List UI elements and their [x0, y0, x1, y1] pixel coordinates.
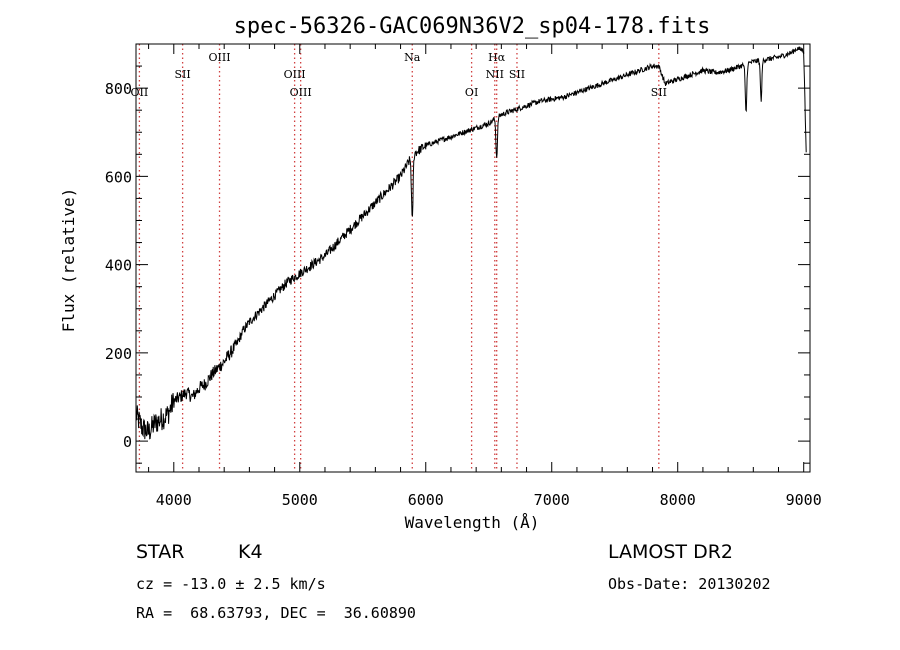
y-tick: 200 — [105, 345, 810, 363]
line-marker-label: SII — [651, 86, 667, 99]
line-marker: SII — [651, 44, 667, 472]
sky-coordinates: RA = 68.63793, DEC = 36.60890 — [136, 604, 416, 622]
y-tick: 800 — [105, 80, 810, 98]
spectrum-line — [135, 46, 807, 440]
x-tick: 5000 — [282, 44, 318, 509]
y-tick-label: 200 — [105, 345, 132, 363]
x-tick: 7000 — [534, 44, 570, 509]
y-tick: 600 — [105, 168, 810, 186]
x-tick-label: 8000 — [660, 491, 696, 509]
line-marker: OI — [465, 44, 478, 472]
chart-title: spec-56326-GAC069N36V2_sp04-178.fits — [234, 14, 711, 39]
x-tick-label: 6000 — [408, 491, 444, 509]
spectral-subclass: K4 — [238, 541, 263, 563]
line-marker-label: Hα — [488, 51, 506, 64]
line-marker-label: OIII — [290, 86, 312, 99]
x-tick-label: 7000 — [534, 491, 570, 509]
line-marker-label: Na — [404, 51, 421, 64]
line-marker-label: OII — [131, 86, 149, 99]
line-marker: OIII — [208, 44, 231, 472]
y-tick-label: 400 — [105, 257, 132, 275]
line-marker-label: OIII — [284, 68, 306, 81]
object-class: STAR — [136, 541, 185, 563]
x-axis-label: Wavelength (Å) — [405, 513, 540, 532]
x-tick-label: 5000 — [282, 491, 318, 509]
line-marker: OII — [131, 44, 149, 472]
x-tick: 4000 — [156, 44, 192, 509]
line-marker-label: NII — [486, 68, 504, 81]
y-tick-label: 600 — [105, 168, 132, 186]
line-marker-label: SII — [509, 68, 525, 81]
axis-ticks: 4000 5000 6000 7000 8000 9000 0 200 400 600 800 — [105, 43, 822, 509]
line-marker: OIII — [284, 44, 306, 472]
y-tick: 0 — [123, 433, 810, 451]
x-tick: 9000 — [786, 44, 822, 509]
line-marker-label: SII — [174, 68, 190, 81]
line-markers: OII SII OIII OIII OIII Na OI Hα NII SII SII — [131, 44, 667, 472]
x-tick: 8000 — [660, 44, 696, 509]
spectrum-chart: spec-56326-GAC069N36V2_sp04-178.fits OII… — [59, 14, 822, 532]
line-marker: SII — [509, 44, 525, 472]
line-marker-label: OIII — [208, 51, 230, 64]
survey-name: LAMOST DR2 — [608, 541, 733, 563]
x-tick-label: 9000 — [786, 491, 822, 509]
x-tick-label: 4000 — [156, 491, 192, 509]
y-tick-label: 0 — [123, 433, 132, 451]
plot-frame — [135, 43, 811, 473]
y-tick-label: 800 — [105, 80, 132, 98]
x-tick: 6000 — [408, 44, 444, 509]
redshift-velocity: cz = -13.0 ± 2.5 km/s — [136, 575, 326, 593]
line-marker: OIII — [290, 44, 312, 472]
observation-date: Obs-Date: 20130202 — [608, 575, 771, 593]
y-axis-label: Flux (relative) — [59, 188, 78, 333]
line-marker-label: OI — [465, 86, 478, 99]
line-marker: Hα — [488, 44, 506, 472]
line-marker: SII — [174, 44, 191, 472]
line-marker: NII — [486, 44, 504, 472]
line-marker: Na — [404, 44, 421, 472]
y-tick: 400 — [105, 257, 810, 275]
